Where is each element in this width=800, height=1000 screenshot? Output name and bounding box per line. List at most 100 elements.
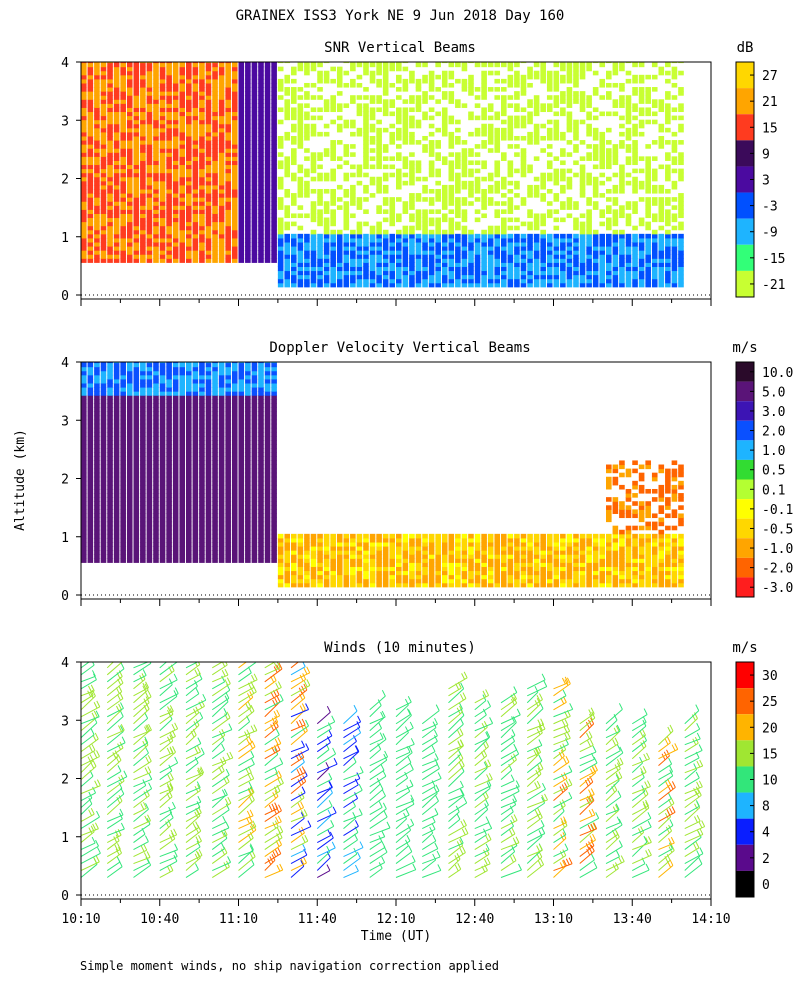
snr-cell: [238, 131, 245, 137]
snr-cell: [468, 87, 474, 92]
snr-cell: [264, 99, 271, 104]
snr-cell: [566, 250, 573, 255]
snr-cell: [199, 70, 205, 76]
snr-cell: [665, 246, 671, 251]
snr-cell: [323, 250, 330, 255]
snr-cell: [291, 258, 297, 263]
snr-cell: [441, 107, 448, 113]
snr-cell: [514, 74, 520, 80]
snr-cell: [599, 266, 606, 272]
snr-cell: [422, 278, 428, 284]
doppler-cell: [140, 415, 146, 421]
doppler-cell: [81, 362, 87, 368]
snr-cell: [192, 78, 199, 84]
snr-cell: [533, 270, 540, 276]
snr-cell: [140, 103, 146, 108]
snr-cell: [258, 131, 264, 137]
doppler-cell: [159, 460, 166, 466]
snr-cell: [520, 160, 527, 166]
snr-cell: [225, 91, 231, 96]
snr-cell: [245, 123, 251, 129]
snr-cell: [133, 148, 140, 153]
snr-cell: [113, 123, 120, 129]
snr-cell: [277, 197, 284, 202]
snr-cell: [678, 70, 684, 76]
doppler-cell: [107, 423, 113, 429]
snr-cell: [323, 266, 330, 272]
snr-cell: [166, 229, 172, 235]
doppler-cell: [166, 407, 172, 413]
snr-cell: [481, 193, 487, 198]
snr-cell: [304, 184, 310, 190]
snr-cell: [231, 119, 238, 125]
snr-cell: [140, 201, 146, 206]
snr-cell: [455, 262, 461, 267]
snr-cell: [481, 164, 487, 170]
snr-colorbar-swatch: [736, 244, 754, 271]
snr-cell: [586, 262, 592, 267]
snr-cell: [87, 82, 94, 88]
snr-cell: [651, 103, 658, 108]
snr-cell: [159, 82, 166, 88]
snr-cell: [494, 266, 501, 272]
doppler-cell: [212, 537, 218, 543]
snr-cell: [120, 115, 126, 121]
snr-y-tick-label: 4: [61, 56, 69, 71]
snr-cell: [566, 237, 573, 243]
snr-cell: [599, 131, 606, 137]
snr-cell: [81, 127, 87, 133]
doppler-cell: [212, 533, 218, 539]
snr-cell: [573, 99, 579, 104]
snr-cell: [291, 278, 297, 284]
snr-cell: [619, 241, 625, 247]
doppler-cell: [100, 476, 107, 482]
doppler-cell: [87, 403, 94, 408]
snr-cell: [146, 217, 153, 223]
doppler-cell: [192, 411, 199, 417]
doppler-cell: [212, 415, 218, 421]
snr-cell: [107, 250, 113, 255]
snr-cell: [402, 180, 409, 186]
snr-cell: [560, 254, 566, 259]
snr-cell: [619, 82, 625, 88]
snr-cell: [212, 148, 218, 153]
snr-cell: [212, 82, 218, 88]
snr-cell: [632, 262, 638, 267]
doppler-cell: [94, 525, 100, 531]
snr-cell: [409, 258, 415, 263]
snr-cell: [186, 131, 192, 137]
snr-cell: [258, 91, 264, 96]
snr-cell: [94, 168, 100, 174]
snr-cell: [441, 156, 448, 161]
snr-cell: [120, 250, 126, 255]
snr-cell: [284, 103, 291, 108]
snr-cell: [441, 233, 448, 239]
snr-cell: [323, 201, 330, 206]
snr-cell: [527, 140, 533, 145]
snr-cell: [389, 262, 396, 267]
snr-cell: [560, 266, 566, 272]
doppler-cell: [225, 497, 231, 502]
snr-cell: [192, 250, 199, 255]
snr-cell: [140, 127, 146, 133]
doppler-cell: [172, 533, 179, 539]
doppler-cell: [94, 464, 100, 470]
doppler-cell: [87, 435, 94, 441]
snr-cell: [166, 164, 172, 170]
snr-cell: [225, 164, 231, 170]
snr-cell: [455, 160, 461, 166]
snr-cell: [638, 262, 645, 267]
snr-cell: [533, 278, 540, 284]
snr-cell: [323, 274, 330, 280]
doppler-cell: [153, 558, 159, 563]
doppler-cell: [133, 448, 140, 453]
snr-cell: [271, 103, 277, 108]
doppler-cell: [133, 452, 140, 457]
snr-cell: [507, 282, 514, 288]
snr-cell: [573, 135, 579, 141]
snr-cell: [389, 62, 396, 68]
snr-cell: [448, 241, 455, 247]
snr-cell: [323, 217, 330, 223]
snr-cell: [350, 270, 356, 276]
snr-cell: [612, 111, 619, 117]
